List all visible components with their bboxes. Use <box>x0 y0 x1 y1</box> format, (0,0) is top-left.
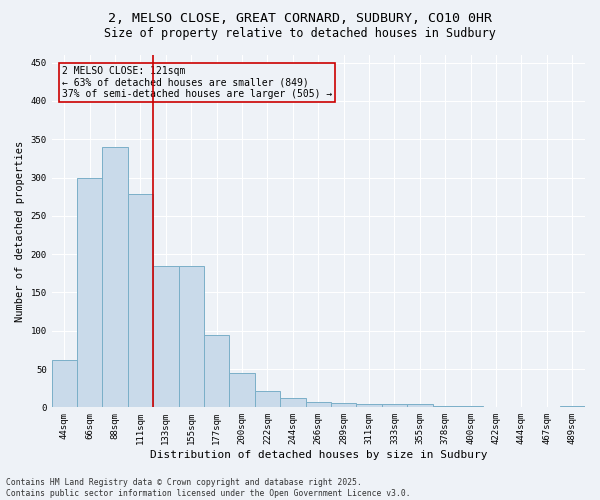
Y-axis label: Number of detached properties: Number of detached properties <box>15 140 25 322</box>
Bar <box>204 334 229 407</box>
Bar <box>153 266 179 408</box>
Bar <box>407 404 433 407</box>
Bar <box>484 406 509 408</box>
Bar <box>103 147 128 407</box>
Bar <box>305 402 331 407</box>
Text: Contains HM Land Registry data © Crown copyright and database right 2025.
Contai: Contains HM Land Registry data © Crown c… <box>6 478 410 498</box>
Bar <box>229 373 255 408</box>
Bar <box>179 266 204 408</box>
Bar <box>509 406 534 408</box>
X-axis label: Distribution of detached houses by size in Sudbury: Distribution of detached houses by size … <box>149 450 487 460</box>
Bar <box>331 402 356 407</box>
Bar <box>255 391 280 407</box>
Bar <box>433 406 458 407</box>
Bar <box>382 404 407 407</box>
Bar <box>52 360 77 408</box>
Bar <box>280 398 305 407</box>
Bar <box>560 406 585 407</box>
Bar <box>458 406 484 407</box>
Bar <box>356 404 382 407</box>
Text: 2 MELSO CLOSE: 121sqm
← 63% of detached houses are smaller (849)
37% of semi-det: 2 MELSO CLOSE: 121sqm ← 63% of detached … <box>62 66 332 99</box>
Bar <box>77 178 103 408</box>
Bar <box>128 194 153 408</box>
Text: 2, MELSO CLOSE, GREAT CORNARD, SUDBURY, CO10 0HR: 2, MELSO CLOSE, GREAT CORNARD, SUDBURY, … <box>108 12 492 26</box>
Text: Size of property relative to detached houses in Sudbury: Size of property relative to detached ho… <box>104 28 496 40</box>
